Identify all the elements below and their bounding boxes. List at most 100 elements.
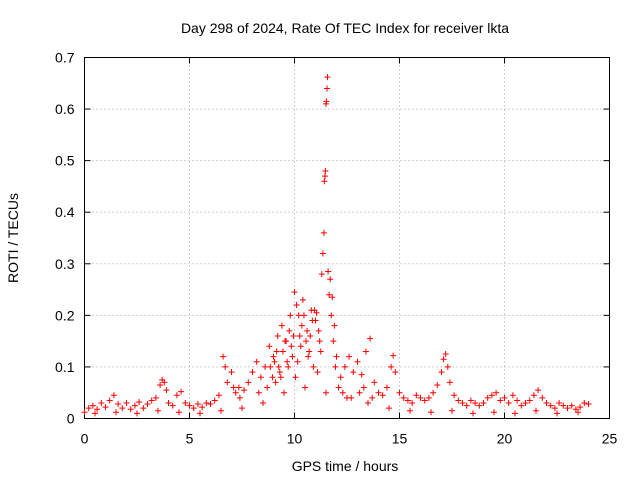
data-point [89,402,96,409]
data-point [294,358,301,365]
axis-ticks [84,57,610,419]
data-point [215,392,222,399]
data-point [509,392,516,399]
data-point [273,348,280,355]
data-point [119,405,126,412]
y-tick-label: 0.7 [55,50,75,66]
x-tick-label: 5 [186,431,194,447]
data-point [297,343,304,350]
data-point [282,338,289,345]
data-point [236,394,243,401]
data-point [455,397,462,404]
data-point [421,397,428,404]
data-point [330,338,337,345]
plot-frame [84,57,610,419]
data-point [348,394,355,401]
x-tick-label: 20 [497,431,513,447]
data-point [298,322,305,329]
data-point [220,353,227,360]
data-point [539,394,546,401]
y-tick-label: 0.1 [55,359,75,375]
data-point [488,392,495,399]
data-point [375,389,382,396]
data-point [255,389,262,396]
data-point [288,343,295,350]
data-point [314,369,321,376]
x-tick-labels: 0 5 10 15 20 25 [81,431,618,447]
x-tick-label: 15 [392,431,408,447]
data-point [267,363,274,370]
data-point [440,356,447,363]
data-point [505,400,512,407]
data-point [134,410,140,417]
data-point [127,406,134,413]
data-point [307,332,314,339]
data-point [194,401,201,408]
y-tick-label: 0.5 [55,153,75,169]
data-point [275,363,282,370]
data-point [123,400,130,407]
data-point [320,229,327,236]
data-point [326,291,333,298]
data-point [165,400,172,407]
data-point [413,392,420,399]
data-point [522,400,529,407]
data-point [186,402,193,409]
data-point [110,392,117,399]
chart-title: Day 298 of 2024, Rate Of TEC Index for r… [181,20,509,36]
data-point [274,332,281,339]
data-point [276,369,283,376]
data-point [543,400,550,407]
data-point [333,353,340,360]
data-point [341,363,348,370]
data-point [581,400,588,407]
data-point [467,397,474,404]
data-point [197,410,203,417]
data-point [332,363,339,370]
data-point [493,389,500,396]
x-tick-label: 0 [81,431,89,447]
data-point [400,394,407,401]
y-tick-label: 0.3 [55,256,75,272]
data-point [526,397,533,404]
data-point [289,353,296,360]
data-point [317,348,324,355]
data-point [161,379,168,386]
data-point [302,384,308,391]
data-point [228,369,235,376]
data-point [442,351,449,358]
data-point [222,363,229,370]
data-point [245,379,252,386]
data-point [235,384,242,391]
data-point [279,348,286,355]
data-point [239,405,245,412]
data-point [390,352,397,359]
data-point [331,322,338,329]
data-point [178,388,185,395]
data-point [358,371,365,378]
data-point [365,400,371,407]
data-point [292,374,299,381]
data-point [163,387,170,394]
data-point [392,369,399,376]
data-point [249,369,256,376]
data-point [305,353,312,360]
data-point [554,410,560,417]
data-point [285,363,292,370]
data-point [322,167,329,174]
data-point [287,312,294,319]
data-point [98,400,105,407]
data-point [329,294,336,301]
data-point [199,404,206,411]
data-point [266,343,273,350]
data-point [339,389,346,396]
data-point [92,410,98,417]
data-point [173,392,180,399]
data-point [270,353,277,360]
data-point [434,381,441,388]
data-point [269,374,276,381]
data-point [281,389,287,396]
data-point [286,327,293,334]
data-point [271,358,278,365]
data-point [533,407,539,414]
